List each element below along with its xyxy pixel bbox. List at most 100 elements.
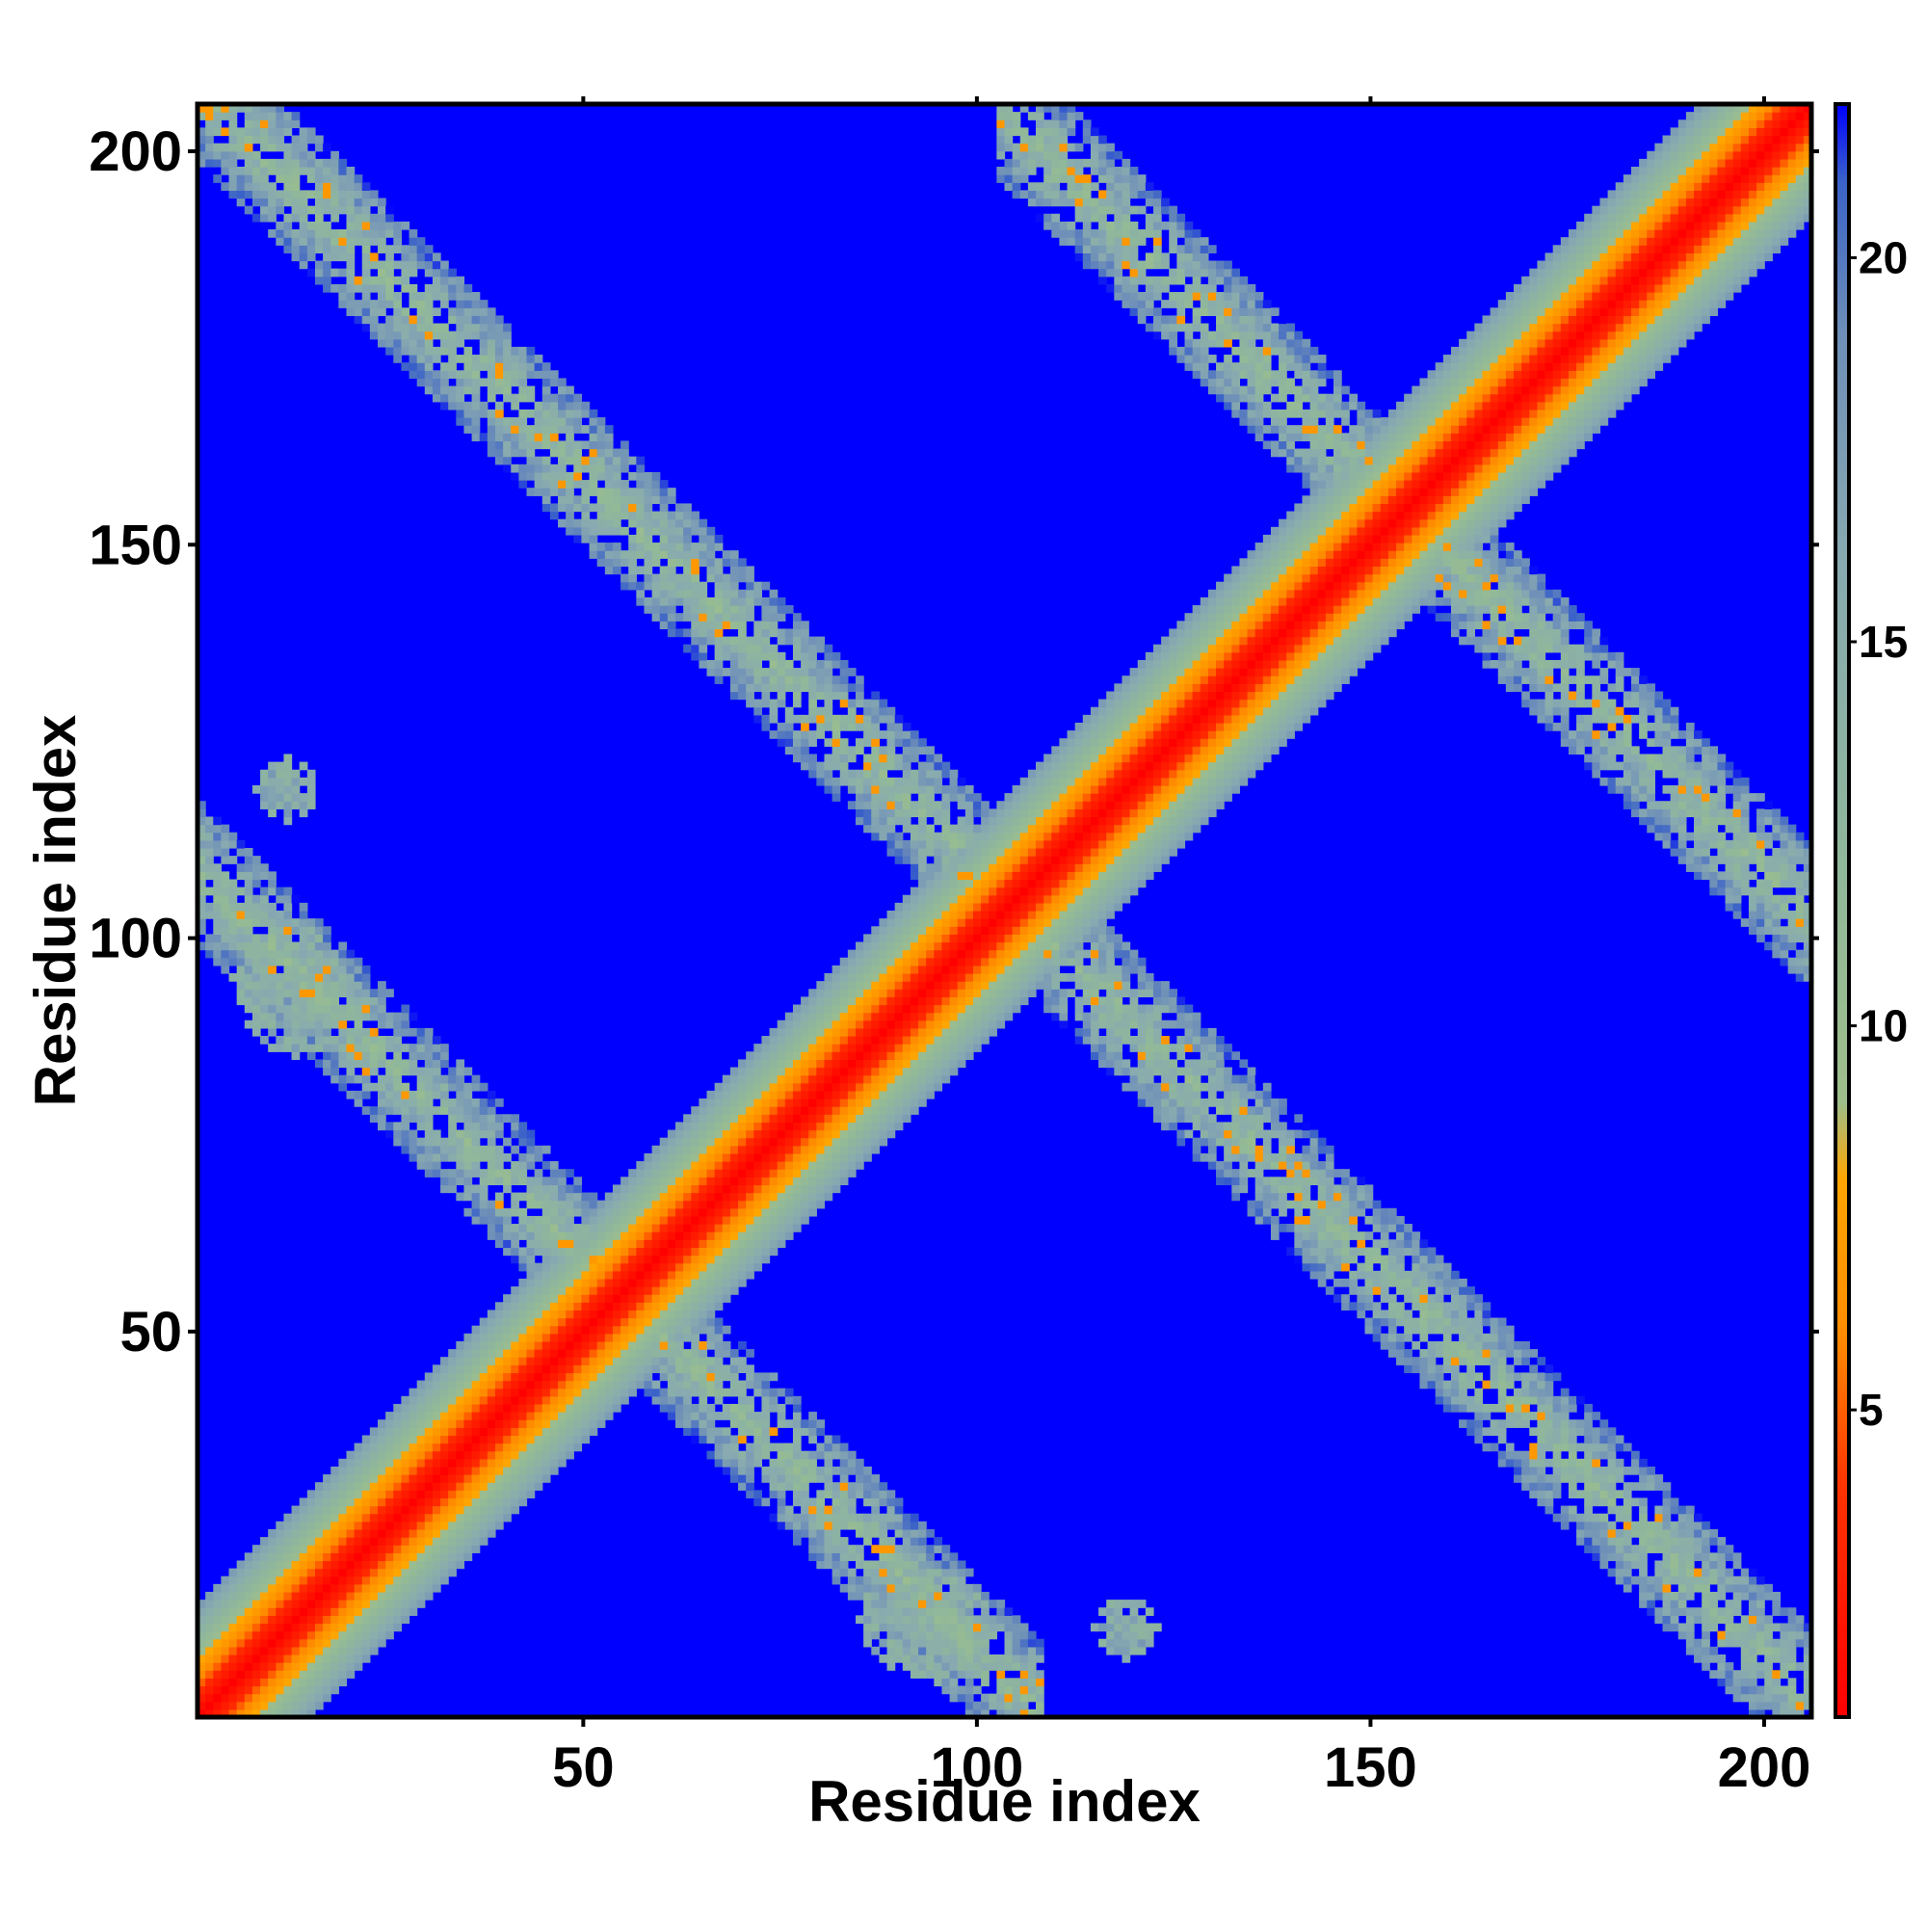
heatmap-cell	[706, 1262, 716, 1272]
heatmap-cell	[636, 1310, 646, 1319]
heatmap-cell	[346, 221, 356, 230]
heatmap-cell	[566, 1372, 574, 1382]
heatmap-cell	[487, 417, 496, 426]
heatmap-cell	[487, 1145, 496, 1154]
heatmap-cell	[456, 1177, 465, 1186]
heatmap-cell	[824, 1114, 833, 1124]
heatmap-cell	[244, 981, 253, 990]
heatmap-cell	[448, 283, 457, 293]
heatmap-cell	[346, 1560, 356, 1570]
heatmap-cell	[205, 143, 214, 152]
heatmap-cell	[424, 1137, 434, 1147]
heatmap-cell	[801, 683, 809, 693]
heatmap-cell	[784, 1129, 794, 1139]
heatmap-cell	[479, 1317, 488, 1327]
heatmap-cell	[471, 1427, 481, 1437]
heatmap-cell	[808, 1044, 817, 1052]
heatmap-cell	[456, 409, 465, 418]
heatmap-cell	[808, 699, 817, 708]
heatmap-cell	[620, 495, 629, 505]
heatmap-cell	[385, 1427, 394, 1437]
heatmap-cell	[792, 1012, 802, 1021]
heatmap-cell	[558, 1270, 567, 1280]
heatmap-cell	[526, 1466, 536, 1475]
heatmap-cell	[667, 1161, 676, 1170]
heatmap-cell	[526, 1145, 536, 1154]
heatmap-cell	[306, 1019, 316, 1029]
heatmap-cell	[839, 1044, 849, 1052]
heatmap-cell	[323, 1027, 331, 1037]
heatmap-cell	[832, 761, 841, 771]
heatmap-cell	[581, 1357, 591, 1365]
heatmap-cell	[369, 1067, 379, 1076]
heatmap-cell	[526, 370, 536, 380]
heatmap-cell	[299, 1591, 308, 1601]
heatmap-cell	[792, 1145, 802, 1154]
heatmap-cell	[816, 1027, 826, 1037]
heatmap-cell	[784, 1450, 794, 1460]
heatmap-cell	[487, 1364, 496, 1374]
heatmap-cell	[228, 104, 238, 113]
heatmap-cell	[729, 550, 739, 559]
heatmap-cell	[393, 1607, 403, 1616]
heatmap-cell	[863, 1098, 872, 1107]
heatmap-cell	[338, 174, 348, 183]
heatmap-cell	[706, 534, 716, 543]
heatmap-cell	[471, 378, 481, 387]
heatmap-cell	[346, 1623, 356, 1632]
heatmap-cell	[354, 1450, 363, 1460]
heatmap-cell	[236, 143, 246, 152]
heatmap-cell	[409, 229, 418, 238]
heatmap-cell	[198, 926, 206, 935]
heatmap-cell	[306, 1583, 316, 1593]
heatmap-cell	[283, 112, 293, 120]
heatmap-cell	[777, 636, 786, 646]
heatmap-cell	[205, 1662, 214, 1671]
heatmap-cell	[276, 104, 285, 113]
heatmap-cell	[291, 198, 301, 207]
heatmap-cell	[784, 1027, 794, 1037]
heatmap-cell	[871, 1474, 880, 1483]
heatmap-cell	[503, 1215, 512, 1225]
heatmap-cell	[667, 1317, 676, 1327]
heatmap-cell	[463, 1380, 473, 1389]
heatmap-cell	[558, 1427, 567, 1437]
heatmap-cell	[856, 973, 864, 982]
heatmap-cell	[494, 409, 504, 418]
heatmap-cell	[871, 926, 880, 935]
heatmap-cell	[549, 1364, 559, 1374]
heatmap-cell	[847, 1036, 857, 1045]
heatmap-cell	[863, 934, 872, 943]
heatmap-cell	[323, 158, 331, 168]
heatmap-cell	[816, 1090, 826, 1099]
heatmap-cell	[729, 1184, 739, 1194]
heatmap-cell	[699, 644, 708, 653]
heatmap-cell	[699, 1412, 708, 1420]
heatmap-cell	[628, 1372, 637, 1382]
heatmap-cell	[636, 1364, 646, 1374]
heatmap-cell	[260, 784, 269, 794]
heatmap-cell	[761, 1114, 771, 1124]
heatmap-cell	[456, 292, 465, 301]
heatmap-cell	[566, 1403, 574, 1413]
heatmap-cell	[268, 1568, 277, 1577]
heatmap-cell	[761, 1044, 771, 1052]
heatmap-cell	[644, 1207, 653, 1217]
heatmap-cell	[283, 1528, 293, 1538]
heatmap-cell	[354, 973, 363, 982]
heatmap-cell	[549, 1294, 559, 1303]
heatmap-cell	[260, 769, 269, 779]
heatmap-cell	[361, 1027, 371, 1037]
heatmap-cell	[722, 596, 731, 606]
heatmap-cell	[378, 1505, 386, 1515]
heatmap-cell	[683, 1177, 692, 1186]
heatmap-cell	[777, 1521, 786, 1530]
heatmap-cell	[566, 1302, 574, 1311]
heatmap-cell	[440, 1145, 449, 1154]
heatmap-cell	[346, 949, 356, 959]
heatmap-cell	[494, 1098, 504, 1107]
heatmap-cell	[573, 1317, 583, 1327]
heatmap-cell	[816, 1450, 826, 1460]
heatmap-cell	[816, 769, 826, 779]
heatmap-cell	[251, 1708, 261, 1718]
